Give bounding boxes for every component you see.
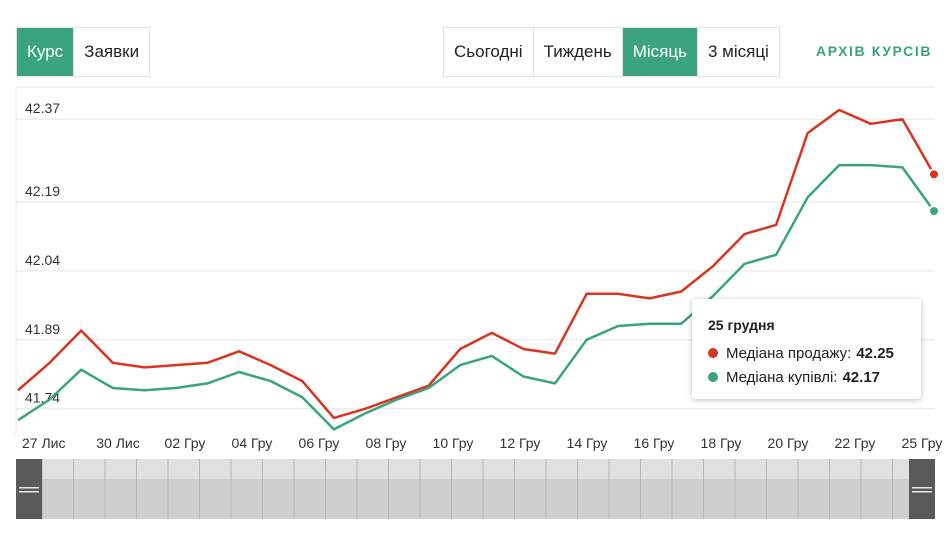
tab-rate[interactable]: Курс bbox=[17, 28, 74, 76]
navigator-selection-top bbox=[42, 459, 909, 479]
right-handle-grip-icon-2 bbox=[912, 491, 932, 493]
x-tick-label: 27 Лис bbox=[22, 435, 65, 451]
rate-chart: 42.37 42.19 42.04 41.89 41.74 27 Лис 30 Лис 02… bbox=[15, 86, 942, 451]
x-tick-label: 04 Гру bbox=[232, 435, 273, 451]
navigator-stripes bbox=[41, 459, 893, 519]
navigator-right-handle[interactable] bbox=[909, 459, 935, 519]
x-tick-label: 06 Гру bbox=[299, 435, 340, 451]
x-axis-labels: 27 Лис 30 Лис 02 Гру 04 Гру 06 Гру 08 Гру 10 Г… bbox=[22, 435, 942, 451]
x-tick-label: 12 Гру bbox=[500, 435, 541, 451]
period-tabs: Сьогодні Тиждень Місяць 3 місяці bbox=[443, 27, 780, 77]
series-line-sell bbox=[17, 108, 936, 420]
x-tick-label: 20 Гру bbox=[768, 435, 809, 451]
tooltip-buy-label: Медіана купівлі: bbox=[726, 368, 838, 386]
x-tick-label: 02 Гру bbox=[165, 435, 206, 451]
x-tick-label: 22 Гру bbox=[835, 435, 876, 451]
series-marker-buy[interactable] bbox=[928, 205, 940, 218]
x-tick-label: 08 Гру bbox=[366, 435, 407, 451]
series-line-buy bbox=[17, 163, 936, 431]
y-axis-labels: 42.37 42.19 42.04 41.89 41.74 bbox=[25, 100, 60, 406]
y-tick-label: 42.04 bbox=[25, 252, 60, 268]
tab-month[interactable]: Місяць bbox=[621, 28, 697, 76]
x-tick-label: 18 Гру bbox=[701, 435, 742, 451]
range-navigator[interactable] bbox=[16, 459, 935, 519]
y-tick-label: 41.89 bbox=[25, 321, 60, 337]
x-tick-label: 16 Гру bbox=[634, 435, 675, 451]
tab-week[interactable]: Тиждень bbox=[532, 28, 622, 76]
tab-today[interactable]: Сьогодні bbox=[444, 28, 533, 76]
left-handle-grip-icon-2 bbox=[19, 491, 39, 493]
left-handle-grip-icon bbox=[19, 487, 39, 489]
tooltip-sell-row: Медіана продажу: 42.25 bbox=[708, 341, 905, 365]
y-tick-label: 42.19 bbox=[25, 183, 60, 199]
series-marker-sell[interactable] bbox=[928, 168, 940, 181]
tooltip-buy-row: Медіана купівлі: 42.17 bbox=[708, 365, 905, 389]
tooltip-date: 25 грудня bbox=[708, 317, 775, 333]
tooltip-buy-value: 42.17 bbox=[842, 368, 881, 386]
y-tick-label: 41.74 bbox=[25, 390, 60, 406]
buy-dot-icon bbox=[708, 372, 718, 382]
mode-tabs: Курс Заявки bbox=[16, 27, 151, 77]
x-tick-label: 14 Гру bbox=[567, 435, 608, 451]
tooltip-sell-value: 42.25 bbox=[856, 344, 894, 362]
tooltip-sell-label: Медіана продажу: bbox=[726, 344, 852, 362]
x-tick-label: 10 Гру bbox=[433, 435, 474, 451]
navigator-left-handle[interactable] bbox=[16, 459, 42, 519]
grid-lines bbox=[15, 86, 935, 434]
y-tick-label: 42.37 bbox=[25, 100, 60, 116]
tab-orders[interactable]: Заявки bbox=[73, 28, 150, 76]
right-handle-grip-icon bbox=[912, 487, 932, 489]
x-tick-label: 25 Гру bbox=[902, 435, 943, 451]
archive-link[interactable]: АРХІВ КУРСІВ bbox=[816, 43, 933, 59]
x-tick-label: 30 Лис bbox=[96, 435, 139, 451]
sell-dot-icon bbox=[708, 348, 718, 358]
tab-3-months[interactable]: 3 місяці bbox=[696, 28, 779, 76]
chart-tooltip: 25 грудня Медіана продажу: 42.25 Медіана… bbox=[692, 299, 921, 399]
series-lines bbox=[17, 108, 940, 431]
